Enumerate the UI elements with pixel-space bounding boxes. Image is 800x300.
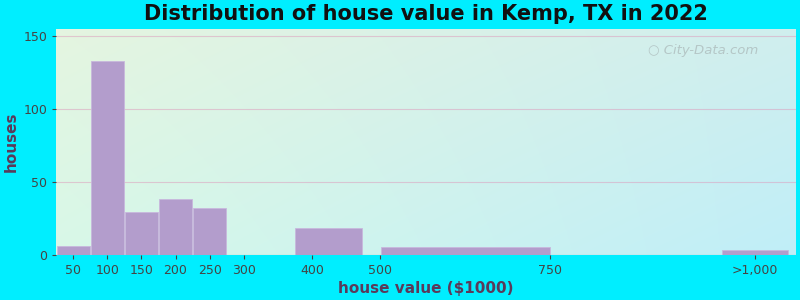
Bar (125, 212, 158, 255)
Text: ○ City-Data.com: ○ City-Data.com (648, 44, 758, 57)
Bar (159, 199, 192, 255)
Bar (194, 208, 226, 255)
Y-axis label: houses: houses (4, 111, 19, 172)
Bar (57, 246, 90, 255)
Bar (722, 250, 788, 255)
Bar (295, 228, 362, 255)
Bar (91, 61, 124, 255)
Bar (381, 247, 550, 255)
Title: Distribution of house value in Kemp, TX in 2022: Distribution of house value in Kemp, TX … (144, 4, 708, 24)
X-axis label: house value ($1000): house value ($1000) (338, 281, 514, 296)
